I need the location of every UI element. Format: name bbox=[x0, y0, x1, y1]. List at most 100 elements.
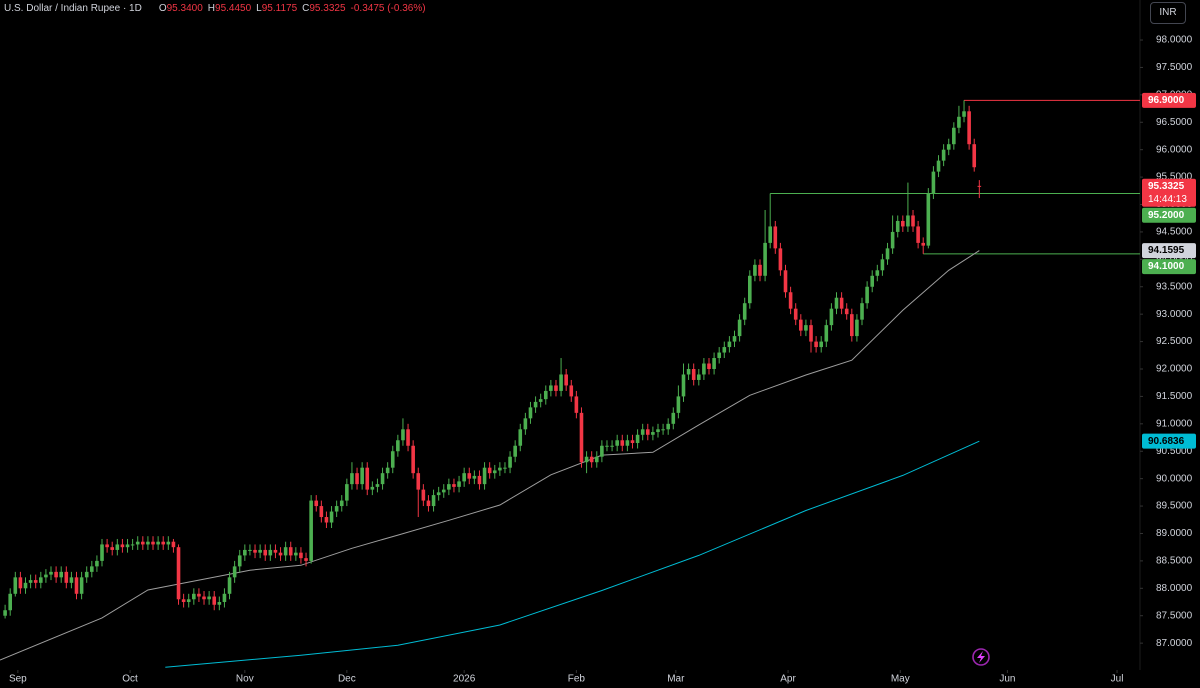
candle-body bbox=[441, 489, 446, 493]
candle-body bbox=[421, 489, 426, 501]
candle-body bbox=[156, 541, 160, 545]
candle-body bbox=[74, 577, 79, 594]
y-tick-label: 88.5000 bbox=[1156, 556, 1193, 567]
y-tick-label: 91.5000 bbox=[1156, 391, 1193, 402]
y-tick-label: 87.5000 bbox=[1156, 610, 1193, 621]
candle-body bbox=[385, 467, 390, 474]
candle-body bbox=[345, 484, 349, 501]
price-tag-box bbox=[1142, 243, 1196, 259]
candle-body bbox=[319, 506, 324, 518]
candle-body bbox=[799, 319, 803, 331]
candle-body bbox=[125, 544, 130, 548]
candle-body bbox=[819, 341, 824, 348]
candle-body bbox=[870, 275, 875, 287]
candle-body bbox=[615, 440, 619, 446]
candle-body bbox=[304, 558, 308, 561]
price-tag-box bbox=[1142, 433, 1196, 449]
y-tick-label: 90.5000 bbox=[1156, 446, 1193, 457]
candle-body bbox=[783, 270, 788, 293]
candle-body bbox=[676, 396, 681, 413]
y-tick-label: 89.0000 bbox=[1156, 528, 1193, 539]
candle-body bbox=[90, 566, 94, 572]
y-tick-label: 98.0000 bbox=[1156, 35, 1193, 46]
candle-body bbox=[605, 445, 609, 447]
y-tick-label: 94.5000 bbox=[1156, 227, 1193, 238]
x-tick-label: Mar bbox=[667, 674, 685, 685]
candle-body bbox=[181, 599, 186, 603]
y-tick-label: 90.0000 bbox=[1156, 473, 1193, 484]
candle-body bbox=[186, 599, 191, 603]
candle-body bbox=[33, 580, 38, 583]
currency-button[interactable]: INR bbox=[1150, 2, 1186, 24]
event-icon[interactable] bbox=[972, 648, 990, 666]
candle-body bbox=[732, 336, 737, 342]
y-tick-label: 96.0000 bbox=[1156, 144, 1193, 155]
candle-body bbox=[523, 418, 528, 430]
candle-body bbox=[222, 593, 227, 603]
candle-body bbox=[768, 226, 773, 243]
candle-body bbox=[248, 549, 252, 551]
candle-body bbox=[370, 486, 375, 490]
price-tag: 90.6836 bbox=[1142, 433, 1196, 449]
candle-body bbox=[911, 215, 915, 227]
price-tag: 95.3325 14:44:13 bbox=[1142, 178, 1196, 207]
candle-body bbox=[952, 127, 956, 145]
candle-body bbox=[105, 544, 109, 548]
candle-body bbox=[538, 399, 543, 402]
candle-body bbox=[691, 368, 696, 380]
ohlc-value: 95.3400 bbox=[166, 3, 203, 14]
candle-body bbox=[977, 185, 982, 187]
candle-body bbox=[941, 149, 946, 161]
candle-body bbox=[135, 541, 140, 545]
candle-body bbox=[559, 374, 563, 391]
candle-body bbox=[901, 220, 905, 227]
candle-body bbox=[411, 445, 415, 474]
candle-body bbox=[630, 440, 635, 444]
candle-body bbox=[707, 363, 711, 369]
price-tag-box bbox=[1142, 178, 1196, 207]
candle-body bbox=[212, 596, 217, 605]
candle-body bbox=[895, 220, 900, 232]
candle-body bbox=[513, 445, 517, 457]
candle-body bbox=[309, 500, 313, 561]
candle-body bbox=[931, 171, 936, 194]
ohlc-key: H bbox=[207, 3, 216, 14]
price-tag: 95.2000 bbox=[1142, 207, 1196, 223]
symbol-title: U.S. Dollar / Indian Rupee · 1D bbox=[4, 3, 142, 14]
x-tick-label: Apr bbox=[780, 674, 796, 685]
ohlc-key: O bbox=[158, 3, 167, 14]
candle-body bbox=[278, 552, 283, 556]
candle-body bbox=[416, 473, 421, 490]
symbol-header: U.S. Dollar / Indian Rupee · 1D O95.3400… bbox=[4, 3, 428, 14]
candle-body bbox=[120, 544, 125, 548]
candle-body bbox=[651, 432, 655, 435]
candle-body bbox=[492, 470, 497, 474]
candle-body bbox=[339, 500, 344, 507]
candle-body bbox=[656, 429, 660, 433]
event-icon-ring[interactable] bbox=[972, 648, 990, 666]
moving-average bbox=[0, 250, 980, 661]
candle-body bbox=[390, 451, 395, 468]
candle-body bbox=[696, 374, 701, 380]
candle-body bbox=[217, 602, 222, 605]
candle-body bbox=[273, 549, 278, 553]
candle-body bbox=[880, 259, 885, 271]
x-tick-label: Oct bbox=[122, 674, 138, 685]
candle-body bbox=[28, 580, 33, 583]
price-tag-label: 90.6836 bbox=[1148, 436, 1185, 447]
x-tick-label: Nov bbox=[236, 674, 254, 685]
candle-body bbox=[778, 248, 783, 271]
candle-body bbox=[355, 473, 359, 485]
candle-body bbox=[742, 303, 747, 320]
candle-body bbox=[324, 517, 329, 523]
candle-body bbox=[457, 481, 461, 487]
x-tick-label: Jun bbox=[999, 674, 1015, 685]
event-icon-bolt[interactable] bbox=[977, 651, 985, 663]
candle-body bbox=[59, 571, 64, 578]
ohlc-high: H95.4450 bbox=[208, 3, 253, 14]
candle-body bbox=[829, 308, 834, 326]
y-tick-label: 92.5000 bbox=[1156, 336, 1193, 347]
candle-body bbox=[237, 555, 242, 567]
